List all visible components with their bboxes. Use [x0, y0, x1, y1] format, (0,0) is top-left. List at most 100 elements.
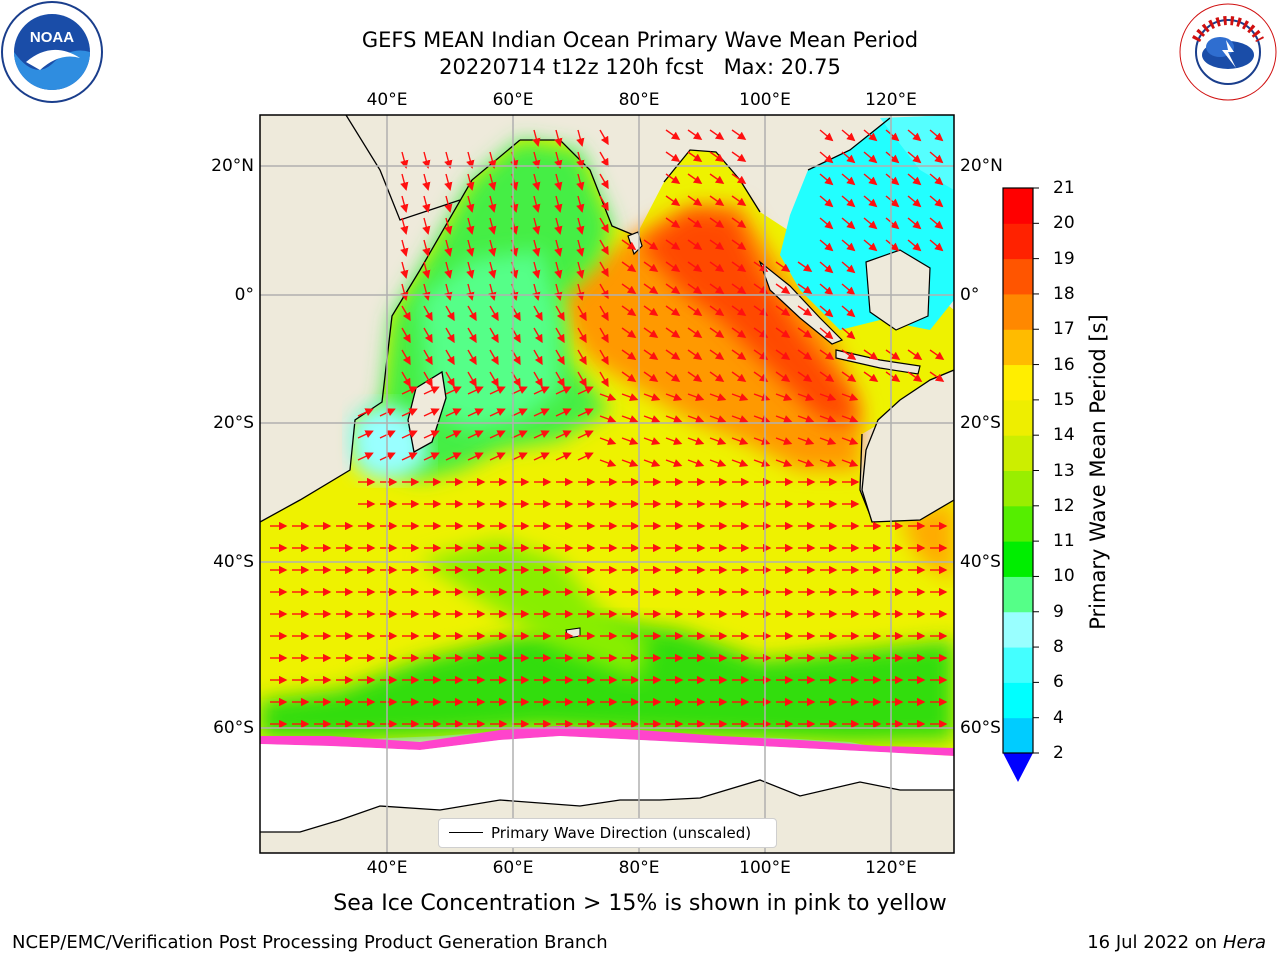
direction-arrow [554, 239, 563, 257]
colorbar-tick-label: 10 [1053, 566, 1075, 587]
direction-arrow [599, 195, 609, 212]
direction-arrow [423, 386, 440, 395]
direction-arrow [488, 173, 497, 191]
direction-arrow [731, 437, 749, 446]
direction-arrow [863, 239, 878, 252]
direction-arrow [709, 327, 725, 339]
direction-arrow [577, 371, 587, 388]
direction-arrow [841, 151, 856, 164]
direction-arrow [599, 327, 609, 344]
sea-ice-band [260, 726, 954, 756]
direction-arrow [423, 305, 433, 322]
direction-arrow [400, 239, 409, 257]
direction-arrow [643, 305, 659, 317]
colorbar-tick-label: 11 [1053, 531, 1075, 552]
colorbar-tick-label: 17 [1053, 319, 1075, 340]
direction-arrow [687, 283, 703, 295]
direction-arrow [819, 437, 837, 446]
direction-arrow [422, 217, 431, 235]
direction-arrow [488, 283, 497, 301]
direction-arrow [841, 283, 856, 296]
direction-arrow [489, 349, 499, 366]
direction-arrow [841, 195, 856, 208]
direction-arrow [621, 239, 637, 251]
direction-arrow [885, 239, 900, 252]
direction-arrow [444, 195, 453, 213]
direction-arrow [488, 195, 497, 213]
direction-arrow [929, 173, 944, 186]
colorbar-segment [1003, 258, 1033, 295]
direction-arrow [445, 305, 455, 322]
direction-arrow [599, 459, 617, 468]
direction-arrow [621, 371, 637, 383]
direction-arrow [357, 452, 374, 461]
colorbar-segment [1003, 541, 1033, 577]
direction-arrow [599, 393, 617, 402]
direction-arrow [445, 327, 455, 344]
direction-arrow [929, 195, 944, 208]
direction-arrow [709, 217, 725, 229]
direction-arrow [466, 283, 475, 301]
lon-tick-bottom-60e: 60°E [492, 858, 534, 878]
direction-arrow [841, 371, 857, 383]
direction-arrow [797, 261, 813, 273]
direction-arrow [775, 261, 791, 273]
australia [861, 369, 954, 523]
direction-arrow [687, 459, 705, 468]
direction-arrow [907, 151, 922, 164]
direction-arrow [423, 371, 433, 388]
colorbar-segment [1003, 682, 1033, 719]
direction-arrow [841, 437, 859, 446]
direction-arrow [797, 437, 815, 446]
direction-arrow [665, 283, 681, 295]
direction-arrow [907, 239, 922, 252]
direction-arrow [709, 393, 727, 402]
plot-title-line2: 20220714 t12z 120h fcst Max: 20.75 [439, 55, 841, 79]
direction-arrow [709, 195, 725, 207]
direction-arrow [467, 349, 477, 366]
colorbar-segment [1003, 470, 1033, 507]
colorbar-segment [1003, 611, 1033, 648]
direction-arrow [819, 305, 834, 318]
direction-arrow [665, 459, 683, 468]
direction-arrow [489, 305, 499, 322]
direction-arrow [445, 430, 462, 439]
direction-arrow [731, 327, 747, 339]
direction-arrow [885, 129, 900, 142]
direction-arrow [687, 239, 703, 251]
direction-arrow [665, 349, 681, 361]
direction-arrow [709, 437, 727, 446]
direction-arrow [819, 415, 837, 424]
direction-arrow [709, 283, 725, 295]
direction-arrow [423, 430, 440, 439]
direction-arrow [819, 173, 834, 186]
direction-arrow [599, 129, 609, 146]
direction-arrow [731, 393, 749, 402]
direction-arrow [467, 430, 484, 439]
colorbar-tick-label: 20 [1053, 213, 1075, 234]
colorbar-segment [1003, 576, 1033, 613]
direction-arrow [467, 305, 477, 322]
direction-arrow [863, 129, 878, 142]
direction-arrow [400, 217, 409, 235]
colorbar-segment [1003, 364, 1033, 401]
direction-arrow [554, 217, 563, 235]
direction-arrow [599, 349, 609, 366]
direction-arrow [577, 305, 587, 322]
direction-arrow [577, 408, 594, 417]
direction-arrow [577, 349, 587, 366]
direction-arrow [445, 371, 455, 388]
direction-arrow [444, 261, 453, 279]
lon-tick-bottom-80e: 80°E [618, 858, 660, 878]
colorbar-tick-label: 14 [1053, 425, 1075, 446]
direction-arrow [687, 371, 703, 383]
direction-arrow [467, 452, 484, 461]
direction-arrow [731, 129, 747, 141]
direction-arrow [797, 327, 813, 339]
direction-arrow [797, 349, 813, 361]
direction-arrow [775, 393, 793, 402]
direction-arrow [929, 239, 944, 252]
lon-tick-top-120e: 120°E [865, 90, 917, 110]
direction-arrow [885, 173, 900, 186]
